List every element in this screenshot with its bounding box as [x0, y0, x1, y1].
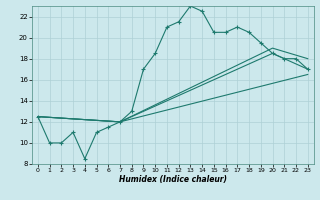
X-axis label: Humidex (Indice chaleur): Humidex (Indice chaleur)	[119, 175, 227, 184]
